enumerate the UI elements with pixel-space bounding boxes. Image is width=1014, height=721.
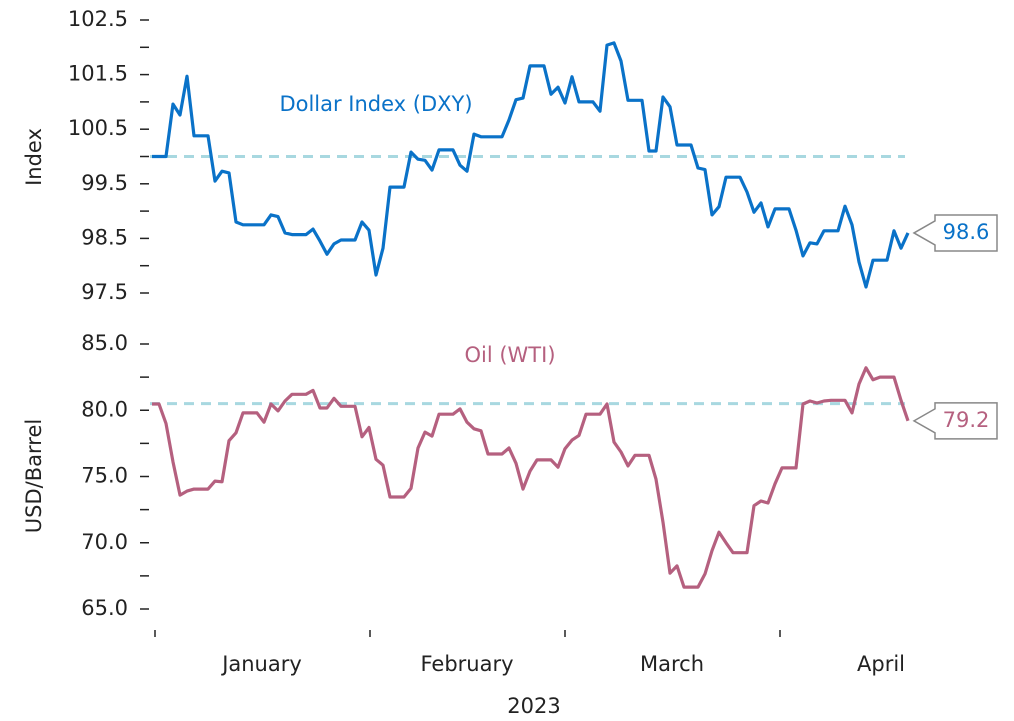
y-tick-label: 97.5	[81, 280, 128, 304]
series-label: Oil (WTI)	[464, 343, 555, 367]
x-tick-label: January	[220, 652, 302, 676]
y-tick-label: 102.5	[68, 7, 128, 31]
x-tick-label: February	[420, 652, 513, 676]
y-tick-label: 70.0	[81, 530, 128, 554]
y-tick-label: 75.0	[81, 464, 128, 488]
y-tick-label: 99.5	[81, 171, 128, 195]
y-tick-label: 80.0	[81, 397, 128, 421]
y-tick-label: 100.5	[68, 116, 128, 140]
y-axis-label: USD/Barrel	[22, 419, 46, 533]
y-tick-label: 65.0	[81, 596, 128, 620]
series-line	[152, 366, 910, 589]
end-label-box	[912, 402, 998, 440]
y-tick-label: 101.5	[68, 62, 128, 86]
x-tick-label: March	[640, 652, 704, 676]
end-label: 98.6	[943, 220, 990, 244]
end-label-box	[912, 214, 998, 252]
y-tick-label: 98.5	[81, 225, 128, 249]
y-axis-label: Index	[22, 128, 46, 186]
series-label: Dollar Index (DXY)	[279, 92, 472, 116]
x-axis-label: 2023	[507, 694, 560, 718]
y-tick-label: 85.0	[81, 331, 128, 355]
series-line	[152, 41, 910, 289]
x-tick-label: April	[857, 652, 905, 676]
end-label: 79.2	[943, 408, 990, 432]
